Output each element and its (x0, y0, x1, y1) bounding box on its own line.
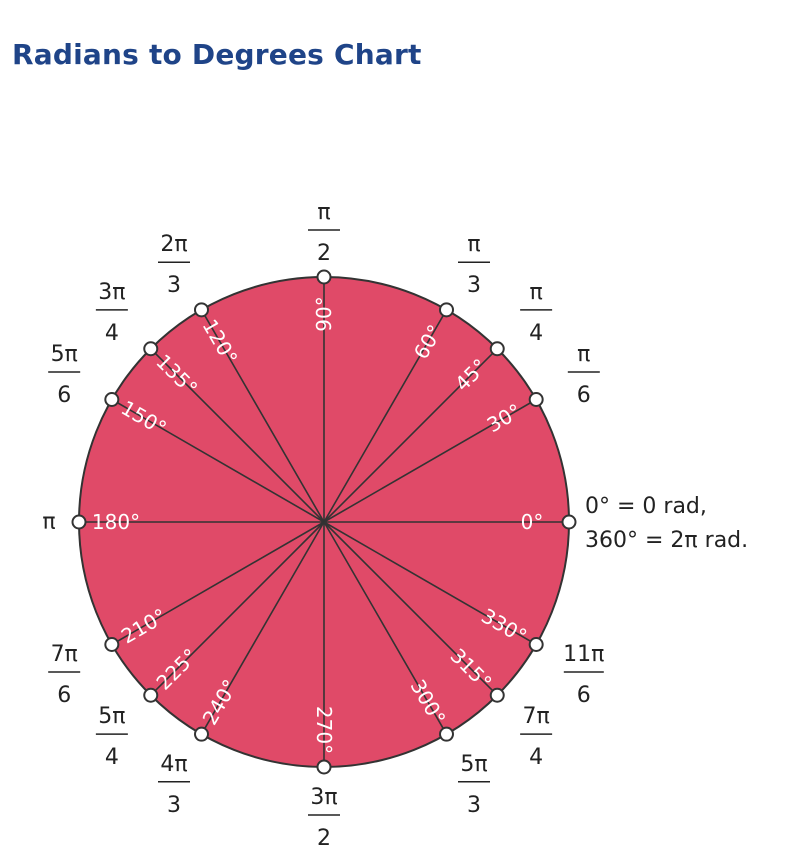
radian-numerator: 5π (51, 342, 78, 367)
angle-point (143, 341, 159, 357)
radian-label: 3π 4 (95, 280, 128, 346)
radian-label: 3π 2 (308, 785, 340, 851)
angle-point (194, 726, 209, 742)
radian-label: 5π 6 (48, 342, 81, 408)
radian-denominator: 6 (57, 683, 71, 708)
angle-point (104, 637, 120, 652)
radian-denominator: 2 (317, 241, 331, 266)
radian-label: π2 (308, 200, 340, 266)
degree-label: 270° (312, 706, 336, 754)
radian-denominator: 4 (529, 745, 543, 770)
zero-note-line-1: 0° = 0 rad, (585, 494, 707, 519)
spoke-line (323, 398, 537, 523)
angle-point (439, 302, 454, 318)
radian-numerator: 7π (51, 642, 78, 667)
radian-numerator: 3π (310, 785, 337, 810)
angle-point (194, 302, 209, 318)
radian-denominator: 4 (105, 321, 119, 346)
angle-point (528, 392, 544, 407)
zero-note-line-2: 360° = 2π rad. (585, 528, 748, 553)
radian-denominator: 3 (467, 273, 481, 298)
spoke-line (323, 521, 498, 696)
spoke-line (200, 521, 325, 735)
angle-point (439, 726, 454, 742)
radian-denominator: 3 (467, 793, 481, 818)
angle-point (489, 687, 505, 703)
degree-label: 90° (312, 296, 336, 331)
radian-numerator: π (530, 280, 543, 305)
spoke-line (323, 348, 498, 523)
spoke-line (323, 521, 448, 735)
spoke-line (150, 348, 325, 523)
radian-numerator: π (467, 232, 480, 257)
radian-denominator: 4 (105, 745, 119, 770)
angle-point (316, 759, 332, 775)
page-title: Radians to Degrees Chart (12, 38, 422, 71)
radian-numerator: 3π (98, 280, 125, 305)
radian-denominator: 6 (577, 683, 591, 708)
radian-label: 2π 3 (158, 232, 190, 298)
radian-label: 4π 3 (158, 752, 190, 818)
radian-label: π3 (458, 232, 490, 298)
radian-denominator: 6 (577, 383, 591, 408)
radian-numerator: 5π (460, 752, 487, 777)
angle-point (71, 514, 87, 530)
radian-numerator: 11π (563, 642, 604, 667)
angle-point (316, 269, 332, 285)
radian-numerator: 2π (160, 232, 187, 257)
radian-denominator: 4 (529, 321, 543, 346)
radian-numerator: 5π (98, 704, 125, 729)
radian-denominator: 3 (167, 793, 181, 818)
spoke-line (200, 309, 325, 523)
radian-numerator: 4π (160, 752, 187, 777)
radian-label: 7π 6 (48, 642, 81, 708)
degree-label: 180° (92, 510, 140, 534)
radian-numerator: π (317, 200, 330, 225)
radian-denominator: 2 (317, 826, 331, 851)
angle-point (104, 392, 120, 407)
angle-point (143, 687, 159, 703)
radian-denominator: 6 (57, 383, 71, 408)
angle-point (528, 637, 544, 652)
radian-label: π4 (520, 280, 553, 346)
radian-label: π6 (567, 342, 600, 408)
spoke-line (111, 398, 325, 523)
radian-label: π (42, 510, 55, 535)
radian-label: 5π 3 (458, 752, 490, 818)
spoke-line (111, 521, 325, 646)
radian-label: 5π 4 (95, 704, 128, 770)
spoke-line (150, 521, 325, 696)
radian-numerator: π (577, 342, 590, 367)
angle-point (561, 514, 577, 530)
radian-label: 7π 4 (520, 704, 553, 770)
radian-label: 11π 6 (563, 642, 604, 708)
angle-point (489, 341, 505, 357)
spoke-line (323, 309, 448, 523)
degree-label: 0° (521, 510, 544, 534)
radian-denominator: 3 (167, 273, 181, 298)
spoke-line (323, 521, 537, 646)
radian-numerator: 7π (523, 704, 550, 729)
